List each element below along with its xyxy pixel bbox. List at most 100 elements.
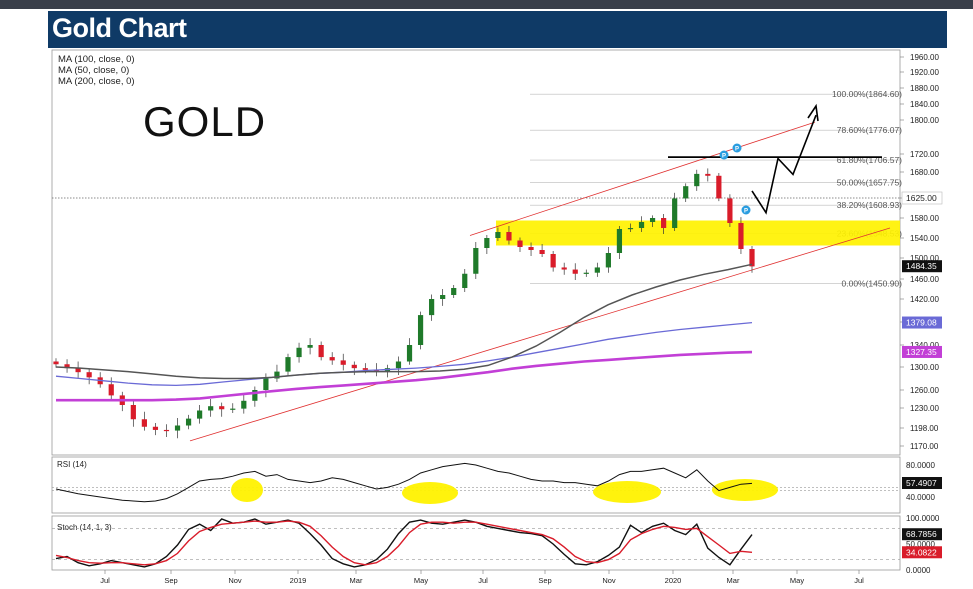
pivot-marker-label: P [722,154,726,160]
y-tick-label: 1260.00 [910,386,939,395]
candle-body [340,360,346,365]
candle-body [417,315,424,345]
x-tick-label: Mar [727,576,740,585]
rsi-highlight [231,478,263,502]
y-tick-label: 1580.00 [910,214,939,223]
projection-arrowhead [807,103,819,122]
candle-body [440,295,446,299]
rsi-line [55,462,753,503]
price-badge [902,316,942,329]
candle-body [285,357,291,372]
candle-body [683,186,689,199]
candle-body [716,175,722,199]
candle-body [539,250,545,254]
candle-body [263,378,269,390]
candle-body [583,272,589,274]
candle-body [64,364,70,369]
candle-body [152,426,159,430]
candle-body [296,347,302,358]
y-tick-label: 1198.00 [910,424,939,433]
candle-body [307,345,313,348]
rsi-highlight [593,481,661,503]
x-tick-label: Jul [854,576,864,585]
candle-body [473,248,479,274]
x-tick-label: Mar [350,576,363,585]
y-tick-label: 1880.00 [910,84,939,93]
window-top-bar [0,0,973,9]
y-tick-label: 1920.00 [910,68,939,77]
stoch-k-badge [902,528,942,541]
y-tick-label: 1340.00 [910,341,939,350]
pivot-marker [741,205,751,215]
price-badge [901,191,943,205]
pivot-marker-label: P [744,209,748,215]
candle-body [451,288,457,295]
stoch-d-label: 34.0822 [906,547,937,557]
projection-arrow [751,114,817,215]
candle-body [174,425,181,431]
x-tick-label: Sep [538,576,551,585]
candle-body [572,269,578,274]
candle-body [130,405,136,420]
candle-body [53,361,59,365]
candle-body [241,400,247,409]
support-zone [496,220,900,246]
candle-body [528,247,534,250]
y-tick-label: 1300.00 [910,363,939,372]
price-badge-label: 1327.35 [906,347,937,357]
candle-body [329,357,335,361]
price-badge [902,260,942,273]
y-tick-label: 1680.00 [910,168,939,177]
candle-body [163,429,170,432]
stoch-y-label: 0.0000 [906,566,931,575]
price-badge-label: 1625.00 [906,193,937,203]
candle-body [484,238,490,248]
fib-label: 100.00%(1864.60) [832,89,902,99]
pivot-marker [719,150,729,160]
candle-body [616,229,623,253]
candle-body [219,406,225,410]
y-tick-label: 1420.00 [910,295,939,304]
rsi-y-label: 80.0000 [906,461,935,470]
candle-body [705,173,711,176]
fib-label: 0.00%(1450.90) [842,279,903,289]
stoch-title: Stoch (14, 1, 3) [57,523,112,532]
candle-body [627,228,634,230]
x-tick-label: May [790,576,804,585]
y-tick-label: 1230.00 [910,404,939,413]
candle-body [395,361,402,369]
fib-label: 78.60%(1776.07) [837,125,902,135]
candle-body [517,240,523,247]
stoch-y-label: 100.0000 [906,514,940,523]
y-tick-label: 1170.00 [910,442,939,451]
candle-body [108,384,114,396]
stoch-line [55,518,753,568]
gold-annotation: GOLD [143,98,267,145]
candle-body [230,408,236,410]
rsi-highlight [402,482,458,504]
fib-label: 61.80%(1706.57) [837,155,902,165]
ma50-line [55,263,753,380]
y-tick-label: 1800.00 [910,116,939,125]
candle-body [738,223,744,249]
candle-body [75,368,81,373]
pivot-marker-label: P [735,147,739,153]
candle-body [185,418,192,426]
price-badge [902,345,942,358]
candle-body [429,299,435,316]
candle-body [749,249,755,267]
channel-upper-line [469,121,816,236]
x-tick-label: Sep [164,576,177,585]
rsi-title: RSI (14) [57,460,87,469]
candle-body [318,345,324,358]
channel-lower-line [189,227,891,442]
candle-body [694,173,700,187]
fib-label: 50.00%(1657.75) [837,178,902,188]
ma200-line [56,350,753,402]
candle-body [638,222,645,228]
y-tick-label: 1460.00 [910,275,939,284]
price-badge-label: 1484.35 [906,261,937,271]
stoch-line [55,520,753,566]
candle-body [86,372,92,378]
stoch-k-label: 68.7856 [906,529,937,539]
